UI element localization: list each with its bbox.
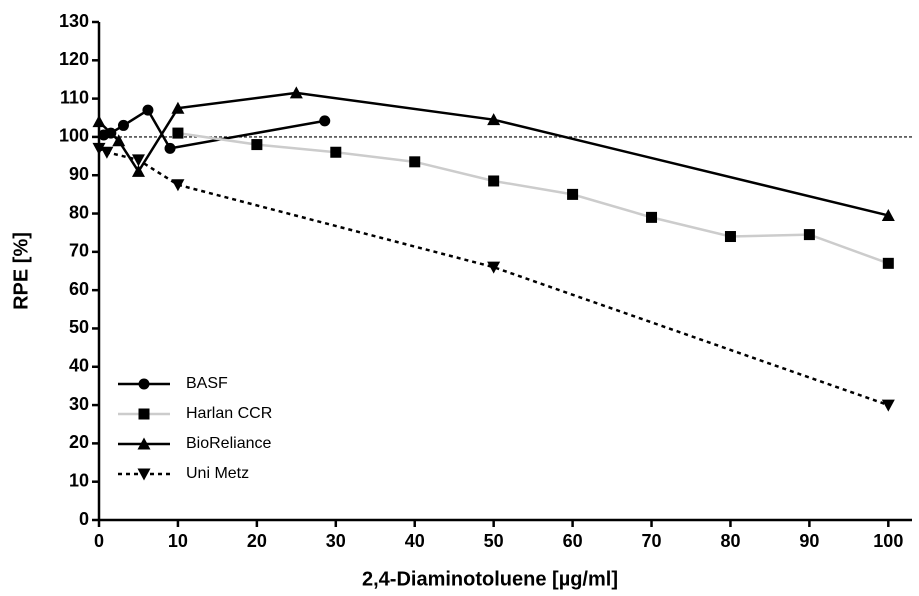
data-point	[131, 154, 145, 167]
series-line	[98, 147, 889, 407]
x-tick-label: 90	[799, 531, 819, 551]
data-point	[646, 211, 658, 223]
legend-marker	[137, 437, 151, 450]
data-point	[289, 86, 303, 99]
data-point	[251, 139, 263, 151]
data-point	[112, 134, 126, 147]
y-tick-label: 30	[69, 394, 89, 414]
y-axis-label: RPE [%]	[10, 232, 32, 310]
y-tick-label: 70	[69, 241, 89, 261]
legend-marker	[138, 378, 150, 390]
data-point	[171, 179, 185, 192]
x-tick-label: 70	[642, 531, 662, 551]
x-axis-label: 2,4-Diaminotoluene [µg/ml]	[362, 568, 618, 590]
legend-marker	[137, 468, 151, 481]
data-point	[100, 146, 114, 159]
data-point	[330, 146, 342, 158]
data-point	[567, 188, 579, 200]
data-point	[117, 119, 129, 131]
x-tick-label: 60	[563, 531, 583, 551]
y-tick-label: 100	[59, 126, 89, 146]
series-line	[177, 131, 889, 265]
x-tick-label: 80	[720, 531, 740, 551]
legend-label: Uni Metz	[186, 465, 249, 482]
data-point	[409, 156, 421, 168]
data-point	[881, 208, 895, 221]
data-point	[803, 229, 815, 241]
data-point	[142, 104, 154, 116]
x-tick-label: 30	[326, 531, 346, 551]
y-tick-label: 20	[69, 432, 89, 452]
legend-label: BioReliance	[186, 435, 271, 452]
legend-label: Harlan CCR	[186, 405, 272, 422]
y-tick-label: 130	[59, 11, 89, 31]
data-point	[487, 113, 501, 126]
series-line	[98, 91, 889, 217]
data-point	[319, 115, 331, 127]
data-point	[881, 399, 895, 412]
y-tick-label: 110	[60, 87, 89, 107]
x-tick-label: 50	[484, 531, 504, 551]
x-tick-label: 100	[873, 531, 903, 551]
y-tick-label: 0	[79, 509, 89, 529]
data-point	[92, 115, 106, 128]
x-tick-label: 40	[405, 531, 425, 551]
y-tick-label: 60	[69, 279, 89, 299]
data-point	[171, 101, 185, 114]
y-tick-label: 10	[69, 470, 89, 490]
data-point	[488, 175, 500, 187]
series-line	[103, 108, 325, 150]
data-point	[882, 257, 894, 269]
data-point	[164, 142, 176, 154]
legend-label: BASF	[186, 375, 228, 392]
x-tick-label: 0	[94, 531, 104, 551]
y-tick-label: 50	[69, 317, 89, 337]
x-tick-label: 10	[168, 531, 188, 551]
legend-marker	[138, 408, 150, 420]
y-tick-label: 120	[59, 49, 89, 69]
data-point	[487, 261, 501, 274]
data-point	[131, 164, 145, 177]
y-tick-label: 80	[69, 202, 89, 222]
y-tick-label: 90	[69, 164, 89, 184]
x-tick-label: 20	[247, 531, 267, 551]
data-point	[172, 127, 184, 139]
y-tick-label: 40	[69, 356, 89, 376]
data-point	[724, 231, 736, 243]
data-point	[92, 142, 106, 155]
